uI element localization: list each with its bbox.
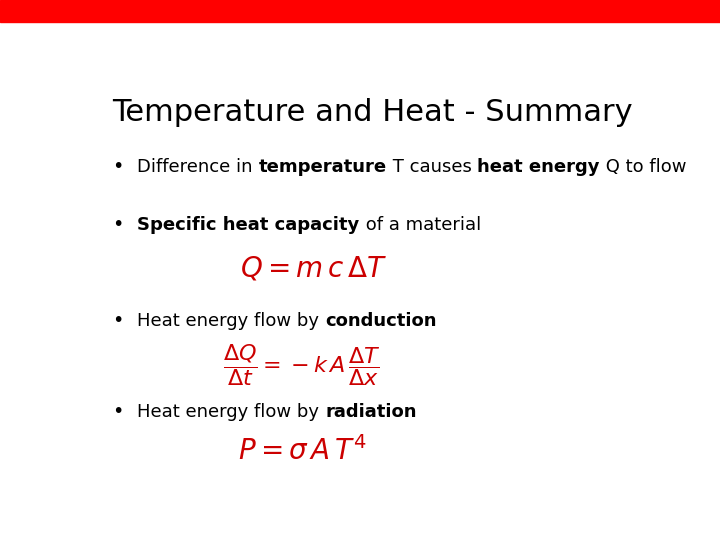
Text: heat energy: heat energy (477, 158, 600, 176)
Text: Specific heat capacity: Specific heat capacity (138, 216, 360, 234)
Text: Temperature and Heat - Summary: Temperature and Heat - Summary (112, 98, 633, 127)
Text: $Q = m\,c\,\Delta T$: $Q = m\,c\,\Delta T$ (240, 254, 387, 282)
Text: conduction: conduction (325, 312, 437, 329)
Text: of a material: of a material (360, 216, 481, 234)
Text: temperature: temperature (258, 158, 387, 176)
Text: •: • (112, 311, 124, 330)
Text: Heat energy flow by: Heat energy flow by (138, 403, 325, 421)
Text: T causes: T causes (387, 158, 477, 176)
Text: •: • (112, 402, 124, 422)
Text: Q to flow: Q to flow (600, 158, 686, 176)
Text: $\dfrac{\Delta Q}{\Delta t} = -k\,A\,\dfrac{\Delta T}{\Delta x}$: $\dfrac{\Delta Q}{\Delta t} = -k\,A\,\df… (223, 342, 381, 388)
Text: •: • (112, 157, 124, 176)
Text: Heat energy flow by: Heat energy flow by (138, 312, 325, 329)
Text: •: • (112, 215, 124, 234)
Text: Difference in: Difference in (138, 158, 258, 176)
Text: $P = \sigma\,A\,T^4$: $P = \sigma\,A\,T^4$ (238, 436, 366, 467)
Text: radiation: radiation (325, 403, 417, 421)
